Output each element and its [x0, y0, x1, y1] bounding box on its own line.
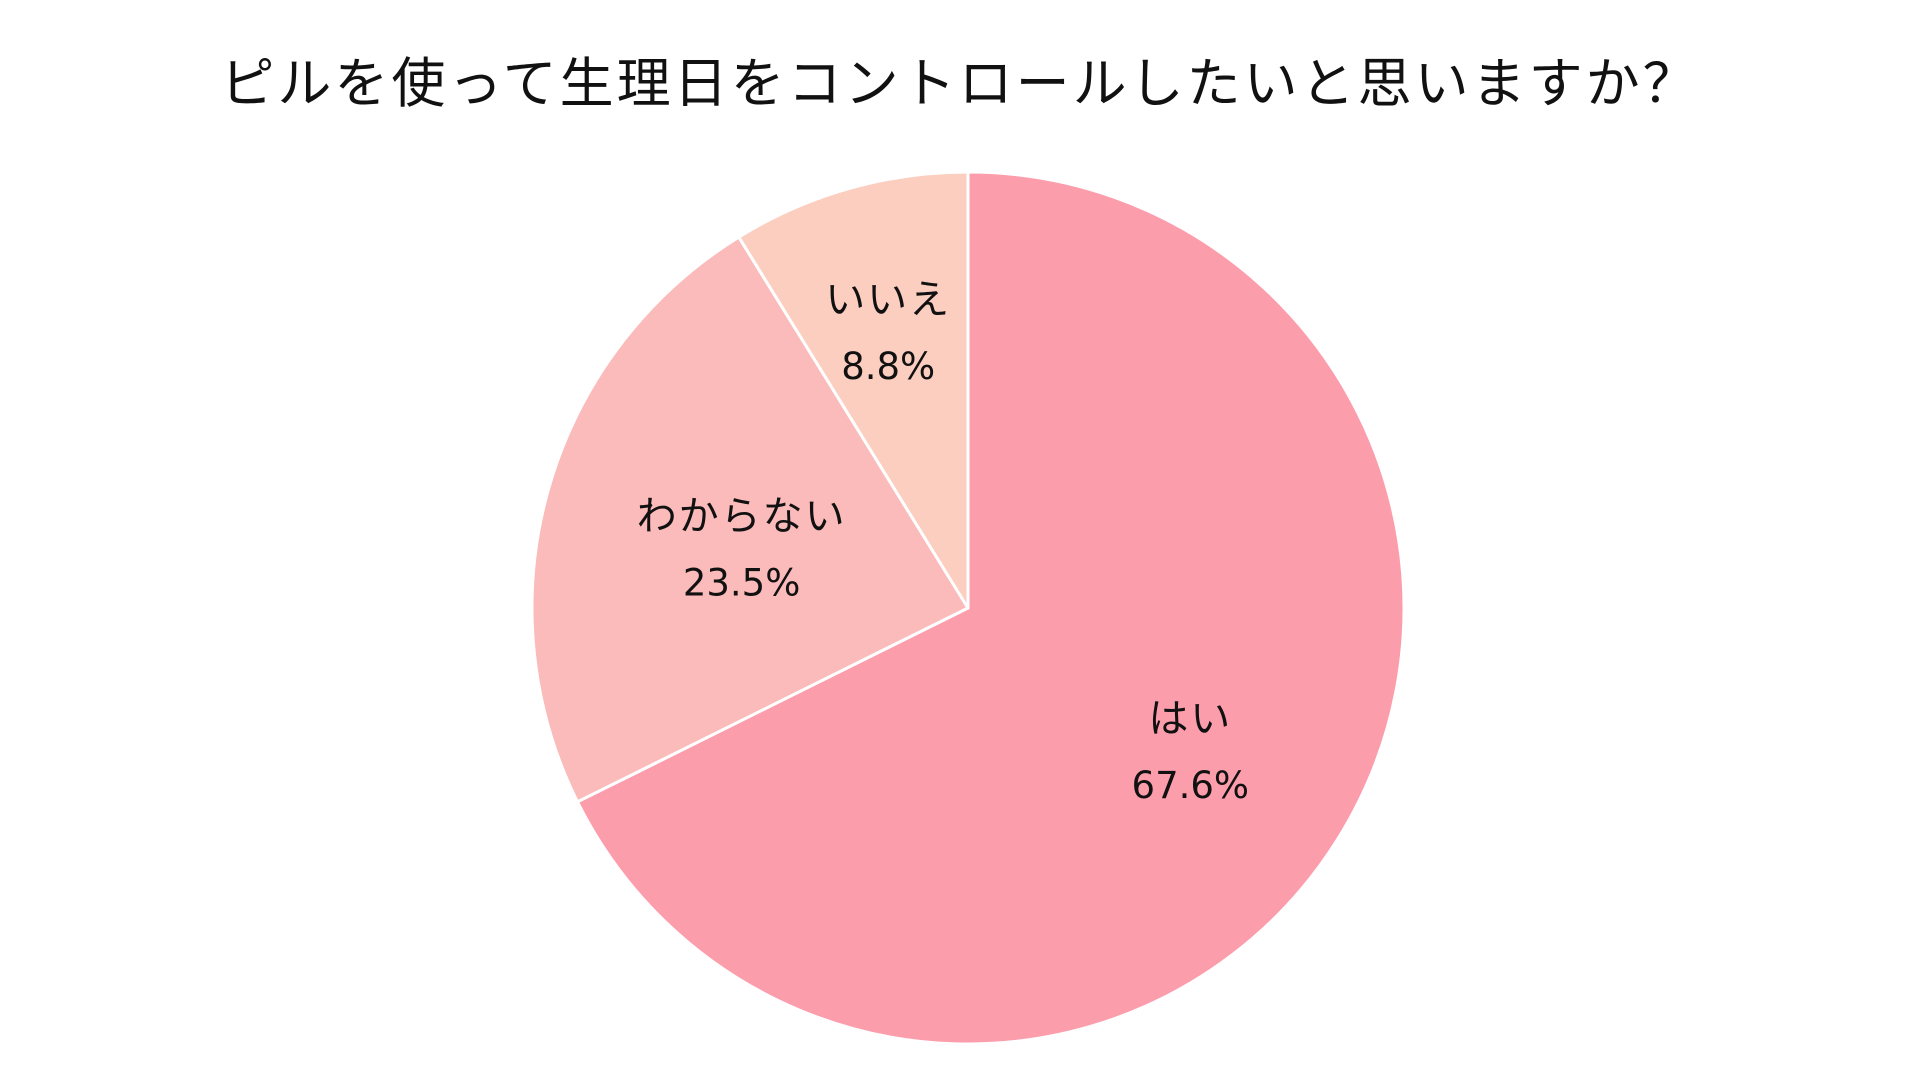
pie-slice-hai — [575, 170, 1406, 1046]
pie-slices — [530, 170, 1406, 1046]
slice-label-iie: いいえ — [825, 277, 951, 323]
slice-label-wakaranai: わからない — [637, 493, 847, 539]
chart-title: ピルを使って生理日をコントロールしたいと思いますか？ — [220, 52, 1700, 115]
pie-slice-wakaranai — [530, 235, 970, 804]
slice-label-hai: はい — [1148, 696, 1232, 742]
slice-value-wakaranai: 23.5% — [683, 561, 801, 604]
slice-value-iie: 8.8% — [841, 345, 935, 388]
pie-slice-iie — [737, 170, 970, 610]
pie-labels: はい 67.6% わからない 23.5% いいえ 8.8% — [637, 277, 1249, 807]
slice-value-hai: 67.6% — [1132, 764, 1250, 807]
